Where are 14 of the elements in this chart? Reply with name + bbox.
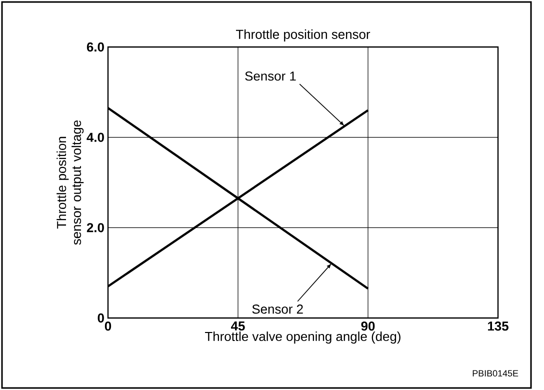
x-tick-label: 0 — [104, 322, 112, 331]
x-tick-label: 135 — [488, 322, 508, 331]
x-tick-label: 90 — [361, 322, 375, 331]
y-axis-title: Throttle position sensor output voltage — [56, 120, 84, 245]
y-tick-label: 2.0 — [86, 223, 104, 232]
text: Sensor 2 — [252, 304, 303, 314]
text: Sensor 1 — [245, 71, 296, 81]
y-tick-label: 6.0 — [86, 42, 104, 52]
x-tick-label: 45 — [231, 322, 245, 331]
x-axis-title: Throttle valve opening angle (deg) — [205, 332, 400, 344]
y-tick-label: 4.0 — [86, 132, 104, 142]
y-tick-label: 0 — [98, 313, 104, 323]
text: PBIB0145E — [472, 370, 518, 376]
chart-title: Throttle position sensor — [236, 29, 370, 42]
